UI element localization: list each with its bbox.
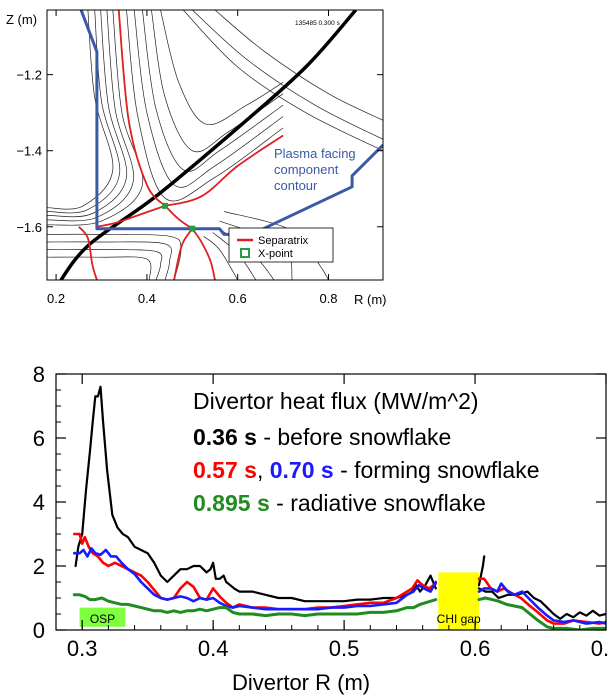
heat-flux-plot-area: OSP CHI gap <box>72 385 606 630</box>
heat-flux-x-tick-label: 0.5 <box>329 636 360 661</box>
flux-surface-line <box>192 10 383 140</box>
heat-flux-legend: Divertor heat flux (MW/m^2) 0.36 s - bef… <box>193 388 540 516</box>
outer-wall-line <box>59 10 358 280</box>
equilibrium-y-tick-label: −1.2 <box>16 68 42 83</box>
flux-surface-line <box>203 236 239 280</box>
separatrix-line <box>173 228 194 280</box>
heat-flux-y-tick-label: 8 <box>33 362 45 387</box>
heat-flux-y-tick-label: 2 <box>33 554 45 579</box>
flux-surface-line <box>47 233 182 280</box>
annotation-chi-gap-label: CHI gap <box>437 612 481 626</box>
legend-xpoint-swatch <box>240 248 250 258</box>
equilibrium-frame <box>46 9 384 281</box>
equilibrium-ylabel: Z (m) <box>6 12 37 27</box>
series-black-line <box>477 555 486 587</box>
equilibrium-x-tick-label: 0.4 <box>138 291 156 306</box>
equilibrium-plot-area <box>47 10 383 280</box>
heat-flux-title: Divertor heat flux (MW/m^2) <box>193 388 479 414</box>
heat-flux-x-tick-label: 0.4 <box>198 636 229 661</box>
heat-flux-y-tick-label: 6 <box>33 426 45 451</box>
heat-flux-xlabel: Divertor R (m) <box>232 670 370 695</box>
flux-surface-line <box>214 10 383 121</box>
annotation-chi-gap-box <box>438 572 479 630</box>
legend-line-1: 0.36 s - before snowflake <box>193 424 451 450</box>
heat-flux-x-tick-label: 0.3 <box>67 636 98 661</box>
pfc-label-line-3: contour <box>274 178 318 193</box>
heat-flux-y-tick-label: 0 <box>33 618 45 643</box>
equilibrium-xlabel: R (m) <box>354 292 387 307</box>
pfc-contour-label: Plasma facing component contour <box>274 146 356 193</box>
legend-comma: , <box>257 457 270 483</box>
equilibrium-axes: 0.2 0.4 0.6 0.8 −1.2 −1.4 −1.6 <box>16 10 383 306</box>
series-blue-line <box>477 582 606 625</box>
equilibrium-y-tick-label: −1.4 <box>16 144 42 159</box>
legend-red-time: 0.57 s <box>193 457 257 483</box>
flux-surface-line <box>47 256 152 280</box>
flux-surface-line <box>126 10 284 202</box>
legend-green-time: 0.895 s <box>193 490 270 516</box>
separatrix-line <box>78 226 98 280</box>
legend-green-desc: - radiative snowflake <box>270 490 486 516</box>
series-black-line <box>477 587 606 620</box>
separatrix-line <box>164 134 284 207</box>
heat-flux-y-tick-label: 4 <box>33 490 45 515</box>
separatrix-line <box>117 10 166 207</box>
flux-surface-line <box>47 241 172 280</box>
equilibrium-x-tick-label: 0.8 <box>319 291 337 306</box>
legend-black-time: 0.36 s <box>193 424 257 450</box>
legend-blue-time: 0.70 s <box>270 457 334 483</box>
flux-surface-line <box>133 10 284 188</box>
equilibrium-panel: 0.2 0.4 0.6 0.8 −1.2 −1.4 −1.6 Z (m) R (m) 135… <box>6 9 387 307</box>
flux-surface-line <box>142 10 284 172</box>
series-blue-line <box>73 547 438 611</box>
equilibrium-x-tick-label: 0.6 <box>229 291 247 306</box>
flux-surface-line <box>182 10 383 152</box>
pfc-label-line-2: component <box>274 162 339 177</box>
separatrix-line <box>96 204 166 228</box>
separatrix-line <box>164 205 193 230</box>
series-black-line <box>74 385 437 603</box>
equilibrium-y-tick-label: −1.6 <box>16 220 42 235</box>
legend-line-3: 0.895 s - radiative snowflake <box>193 490 486 516</box>
pfc-contour-line <box>79 10 383 236</box>
legend-forming-desc: - forming snowflake <box>334 457 540 483</box>
equilibrium-legend: Separatrix X-point <box>228 227 334 263</box>
heat-flux-axes: 0.3 0.4 0.5 0.6 0.7 0 2 4 6 8 <box>33 362 608 661</box>
separatrix-line <box>191 228 216 280</box>
flux-surface-line <box>160 10 284 126</box>
legend-black-desc: - before snowflake <box>257 424 451 450</box>
flux-surface-line <box>151 10 284 153</box>
flux-surface-line <box>47 10 134 222</box>
xpoint-marker <box>162 202 169 209</box>
flux-surface-line <box>47 10 128 218</box>
heat-flux-panel: OSP CHI gap 0.3 0.4 0.5 0.6 0.7 0 2 4 6 8 Divertor… <box>33 362 608 695</box>
legend-xpoint-label: X-point <box>258 248 293 260</box>
annotation-osp-label: OSP <box>90 612 115 626</box>
equilibrium-x-tick-label: 0.2 <box>47 291 65 306</box>
xpoint-marker <box>189 225 196 232</box>
pfc-label-line-1: Plasma facing <box>274 146 356 161</box>
shot-label: 135485 0.300 s <box>295 20 341 27</box>
heat-flux-x-tick-label: 0.6 <box>460 636 491 661</box>
series-green-line <box>72 593 438 618</box>
annotation-osp-box <box>79 607 126 627</box>
legend-separatrix-label: Separatrix <box>258 235 309 247</box>
flux-surface-line <box>47 10 114 210</box>
flux-surface-line <box>47 10 144 226</box>
legend-line-2: 0.57 s, 0.70 s - forming snowflake <box>193 457 540 483</box>
heat-flux-x-tick-label: 0.7 <box>591 636 608 661</box>
